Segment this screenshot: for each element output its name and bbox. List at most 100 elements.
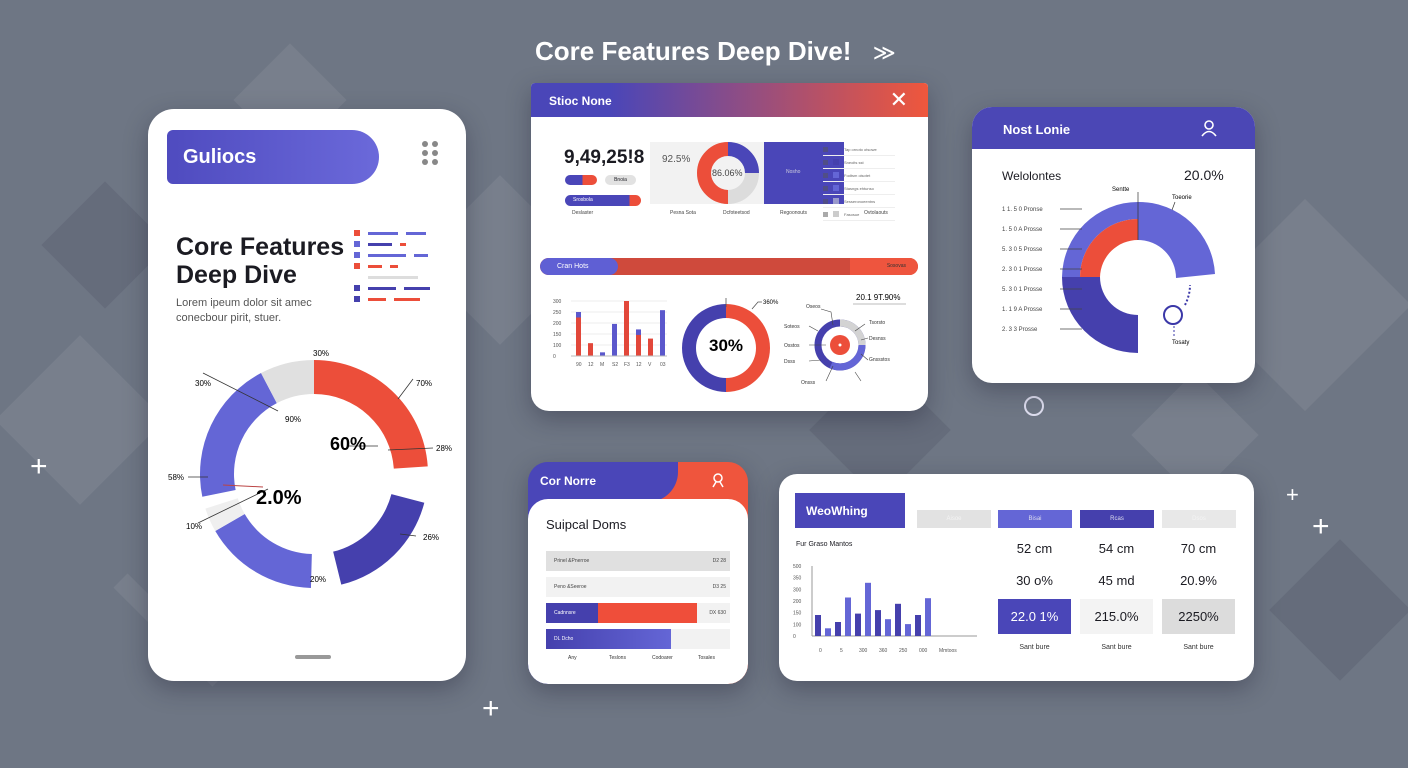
column-header[interactable]: Rcas: [1080, 510, 1154, 528]
donut-box: 92.5% Nosho 86.06%: [650, 142, 844, 204]
list-item[interactable]: Fasosue: [823, 208, 895, 221]
bar: [815, 615, 821, 636]
phone-label-4: 28%: [436, 444, 452, 453]
bar: [885, 619, 891, 636]
side-row-value: D3 25: [712, 584, 726, 590]
plus-icon: +: [1312, 510, 1330, 543]
user-icon[interactable]: [1200, 119, 1218, 137]
y-tick: 0: [793, 634, 796, 640]
footer-label: Regoonouts: [780, 210, 807, 216]
donut-segment: [333, 494, 425, 585]
metric-value: 52 cm: [1016, 541, 1053, 556]
progress-bar-end-label: Sosovas: [886, 263, 906, 269]
list-item-label: Tap ornoto otsowe: [844, 146, 877, 152]
stats-card: Stioc None ✕ 9,49,25!8 Bnoia Srosbola 92…: [531, 83, 928, 411]
y-tick: 300: [553, 299, 562, 305]
side-row[interactable]: Peno &Seeroe D3 25: [546, 577, 730, 597]
metric-value: 30 o%: [1016, 573, 1053, 588]
user-icon[interactable]: [710, 472, 726, 488]
phone-header-pill[interactable]: Guliocs: [167, 130, 379, 184]
bar: [905, 624, 911, 636]
phone-heading: Core Features Deep Dive: [176, 233, 344, 289]
x-tick: 250: [899, 648, 908, 654]
big-number: 9,49,25!8: [564, 147, 645, 168]
phone-label-7: 26%: [423, 533, 439, 542]
mini-legend: [354, 230, 434, 302]
box-left-value: 92.5%: [662, 154, 691, 165]
list-item[interactable]: Sesseronoeentns: [823, 195, 895, 208]
page-title-text: Core Features Deep Dive!: [535, 36, 852, 66]
x-tick: S2: [612, 362, 618, 368]
list-item-label: Sesseronoeentns: [844, 198, 876, 204]
y-tick: 250: [553, 310, 562, 316]
donut-segment: [200, 373, 277, 497]
x-tick: M: [600, 362, 604, 368]
toggle-pill[interactable]: Bnoia: [605, 175, 636, 185]
side-title: Cor Norre: [540, 474, 597, 488]
bar-red: [648, 338, 653, 356]
metrics-title: WeoWhing: [806, 504, 868, 518]
axis-label: Tosales: [698, 655, 715, 661]
side-row[interactable]: Prinel &Pnerroe D2 28: [546, 551, 730, 571]
footer-label: Pesna Sota: [670, 210, 696, 216]
ring-label: Dsss: [784, 359, 796, 365]
bar-blue: [660, 310, 665, 356]
phone-card: Guliocs Core Features Deep Dive Lorem ip…: [148, 109, 466, 681]
x-tick: 12: [636, 362, 642, 368]
phone-label-3: 70%: [416, 379, 432, 388]
bar-blue: [612, 323, 617, 356]
plus-icon: +: [1286, 482, 1299, 507]
list-item[interactable]: Stasngs ehtunso: [823, 182, 895, 195]
bar: [845, 597, 851, 636]
bar: [925, 598, 931, 636]
y-tick: 200: [793, 599, 802, 605]
side-row-label: DL Dcho: [554, 636, 574, 642]
side-row[interactable]: DL Dcho: [546, 629, 730, 649]
progress-bar-label-pill: Cran Hots: [540, 258, 618, 275]
ring-label: Desnss: [869, 336, 886, 342]
ring-label: Osstos: [784, 343, 800, 349]
grid-dots-icon[interactable]: [422, 141, 438, 165]
x-tick: 300: [859, 648, 868, 654]
column-header[interactable]: Bisai: [998, 510, 1072, 528]
close-icon[interactable]: ✕: [889, 87, 908, 112]
heading-line-2: Deep Dive: [176, 261, 297, 289]
legend-label: 1. 5 0 A Prosse: [1002, 227, 1043, 233]
list-item[interactable]: Sneoits sst: [823, 156, 895, 169]
stats-list: Tap ornoto otsowe Sneoits sst Fodtsm oisot…: [823, 143, 895, 221]
double-chevron-right-icon[interactable]: ≫: [872, 40, 896, 65]
ring-label: Soteos: [784, 324, 800, 330]
list-item-label: Sneoits sst: [844, 159, 864, 165]
metric-value: 45 md: [1098, 573, 1135, 588]
bar-red: [636, 334, 641, 356]
stats-donut-chart: 360% 30%: [682, 298, 779, 392]
donut-segment: [682, 304, 726, 392]
list-item[interactable]: Tap ornoto otsowe: [823, 143, 895, 156]
body-line-1: Lorem ipeum dolor sit amec: [176, 297, 312, 309]
plus-icon: +: [30, 450, 48, 483]
main-progress-bar: Cran Hots Sosovas: [540, 258, 918, 275]
x-tick: Mmtoos: [939, 648, 957, 654]
legend-top-label: Sentte: [1112, 187, 1130, 193]
column-header[interactable]: Aisoe: [917, 510, 991, 528]
toggle-switch[interactable]: [565, 175, 597, 185]
y-tick: 200: [553, 321, 562, 327]
progress-pill: Srosbola: [565, 195, 641, 206]
column-header[interactable]: Dsos: [1162, 510, 1236, 528]
axis-label: Codoarer: [652, 655, 673, 661]
box-center-value: 86.06%: [712, 168, 743, 178]
bar: [875, 610, 881, 636]
legend-label: 5. 3 0 5 Prosse: [1002, 247, 1043, 253]
x-tick: 03: [660, 362, 666, 368]
bar: [865, 582, 871, 636]
home-indicator[interactable]: [295, 655, 331, 659]
list-item[interactable]: Fodtsm oisotet: [823, 169, 895, 182]
side-row[interactable]: Cadnnsre DX 630: [546, 603, 730, 623]
progress-pill-label: Srosbola: [573, 197, 593, 203]
bar: [915, 615, 921, 636]
y-tick: 0: [553, 354, 556, 360]
axis-label: Any: [568, 655, 577, 661]
ring-label: Tsorsto: [869, 320, 885, 326]
donut-segment: [261, 360, 314, 404]
legend-label: 2. 3 0 1 Prosse: [1002, 267, 1043, 273]
